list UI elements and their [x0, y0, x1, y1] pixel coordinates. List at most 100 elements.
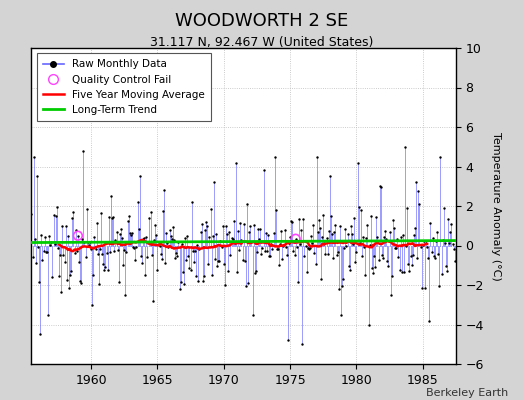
Point: [143, 254, 151, 260]
Point: [221, 282, 229, 288]
Point: [259, 167, 268, 174]
Point: [331, 222, 340, 229]
Point: [133, 198, 141, 205]
Point: [234, 228, 242, 234]
Point: [80, 238, 89, 245]
Point: [426, 220, 434, 226]
Point: [268, 245, 277, 252]
Point: [323, 251, 332, 257]
Point: [370, 253, 378, 260]
Point: [100, 267, 108, 273]
Point: [399, 232, 407, 239]
Point: [98, 251, 106, 258]
Point: [189, 248, 197, 254]
Point: [198, 221, 206, 227]
Point: [222, 223, 230, 230]
Point: [211, 256, 219, 262]
Point: [62, 276, 71, 283]
Point: [172, 250, 180, 256]
Point: [156, 242, 164, 249]
Point: [334, 286, 343, 293]
Point: [231, 240, 239, 246]
Point: [202, 218, 210, 225]
Point: [400, 268, 408, 275]
Point: [403, 205, 411, 211]
Point: [292, 244, 301, 250]
Point: [419, 241, 427, 248]
Point: [408, 262, 416, 268]
Point: [45, 233, 53, 240]
Point: [368, 265, 376, 271]
Point: [313, 228, 322, 235]
Point: [420, 238, 428, 245]
Point: [328, 231, 336, 237]
Point: [337, 312, 345, 318]
Point: [128, 230, 136, 236]
Point: [161, 260, 169, 266]
Point: [153, 267, 161, 274]
Point: [233, 269, 241, 275]
Point: [183, 233, 191, 239]
Point: [188, 199, 196, 205]
Point: [412, 179, 420, 186]
Point: [333, 249, 342, 256]
Point: [324, 228, 333, 234]
Point: [54, 245, 62, 251]
Point: [79, 148, 88, 154]
Point: [432, 238, 440, 244]
Point: [395, 267, 403, 273]
Point: [425, 317, 433, 324]
Point: [169, 224, 177, 230]
Point: [287, 218, 296, 224]
Point: [358, 252, 366, 259]
Point: [407, 253, 415, 259]
Y-axis label: Temperature Anomaly (°C): Temperature Anomaly (°C): [490, 132, 500, 280]
Point: [81, 254, 90, 260]
Point: [299, 216, 308, 222]
Point: [418, 285, 426, 291]
Point: [118, 235, 126, 242]
Point: [245, 229, 254, 236]
Point: [450, 246, 458, 252]
Point: [138, 260, 146, 266]
Point: [67, 268, 75, 274]
Point: [157, 251, 165, 258]
Point: [74, 232, 82, 239]
Point: [413, 254, 421, 261]
Point: [182, 256, 190, 263]
Point: [383, 258, 391, 264]
Point: [433, 229, 441, 236]
Point: [353, 159, 362, 166]
Point: [203, 223, 211, 229]
Point: [339, 276, 347, 282]
Point: [119, 262, 127, 268]
Point: [108, 215, 116, 221]
Point: [47, 239, 56, 245]
Point: [159, 208, 167, 215]
Point: [235, 247, 244, 253]
Point: [58, 223, 67, 230]
Point: [145, 215, 153, 221]
Point: [194, 278, 203, 284]
Point: [167, 233, 175, 240]
Point: [435, 283, 443, 290]
Point: [319, 212, 328, 218]
Point: [112, 229, 121, 235]
Point: [443, 268, 451, 275]
Point: [441, 240, 449, 246]
Point: [416, 244, 424, 250]
Point: [168, 236, 176, 242]
Point: [274, 246, 282, 252]
Point: [277, 228, 286, 234]
Point: [114, 247, 122, 254]
Point: [294, 216, 303, 222]
Point: [242, 282, 250, 289]
Point: [297, 226, 305, 233]
Point: [402, 242, 410, 249]
Point: [272, 246, 281, 252]
Point: [385, 228, 394, 235]
Point: [185, 264, 194, 271]
Point: [141, 272, 149, 278]
Point: [364, 321, 373, 328]
Point: [404, 261, 412, 267]
